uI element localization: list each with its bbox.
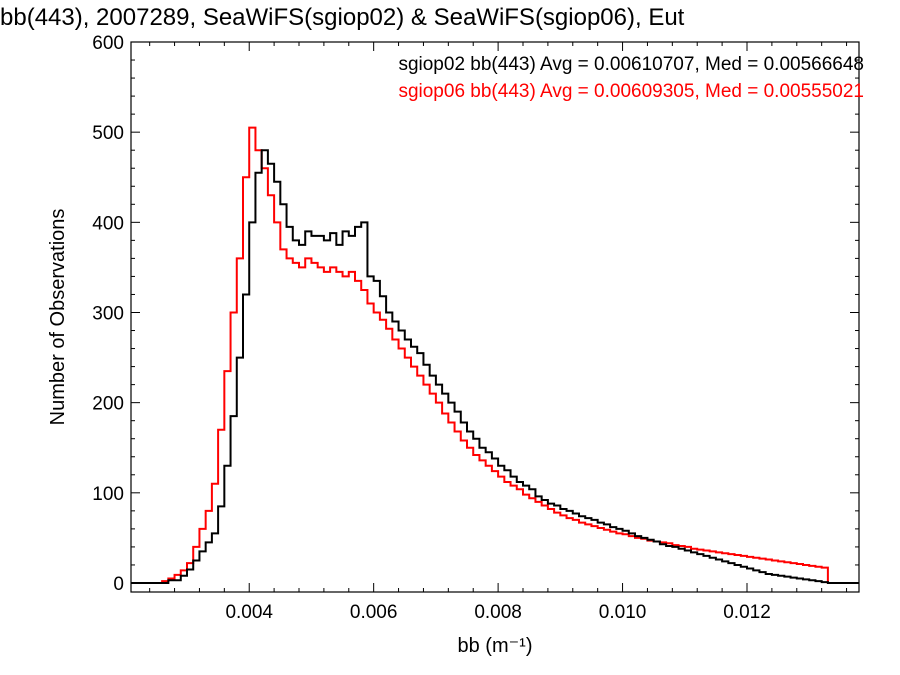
- y-tick-label: 400: [92, 213, 124, 234]
- legend-entry-sgiop06: sgiop06 bb(443) Avg = 0.00609305, Med = …: [398, 81, 864, 102]
- y-tick-label: 100: [92, 484, 124, 505]
- series-sgiop06-line: [131, 126, 859, 584]
- chart-title: bb(443), 2007289, SeaWiFS(sgiop02) & Sea…: [0, 4, 685, 31]
- x-tick-label: 0.010: [599, 602, 647, 623]
- x-tick-label: 0.012: [723, 602, 771, 623]
- plot-frame: [130, 41, 860, 593]
- x-tick-label: 0.006: [350, 602, 398, 623]
- plot-border: [130, 41, 860, 593]
- y-tick-label: 0: [113, 574, 124, 595]
- x-tick-label: 0.008: [474, 602, 522, 623]
- y-axis-label: Number of Observations: [47, 209, 69, 426]
- series-sgiop02-line: [131, 149, 859, 584]
- y-tick-label: 600: [92, 33, 124, 54]
- x-axis-label: bb (m⁻¹): [458, 635, 533, 657]
- y-tick-label: 500: [92, 123, 124, 144]
- y-tick-label: 200: [92, 394, 124, 415]
- legend-entry-sgiop02: sgiop02 bb(443) Avg = 0.00610707, Med = …: [398, 54, 864, 75]
- x-axis: 0.004 0.006 0.008 0.010 0.012: [149, 42, 848, 623]
- y-axis: 0 100 200 300 400 500 600: [92, 33, 859, 595]
- legend: sgiop02 bb(443) Avg = 0.00610707, Med = …: [398, 54, 864, 102]
- y-tick-label: 300: [92, 303, 124, 324]
- series-layer: [131, 126, 859, 584]
- x-tick-label: 0.004: [225, 602, 273, 623]
